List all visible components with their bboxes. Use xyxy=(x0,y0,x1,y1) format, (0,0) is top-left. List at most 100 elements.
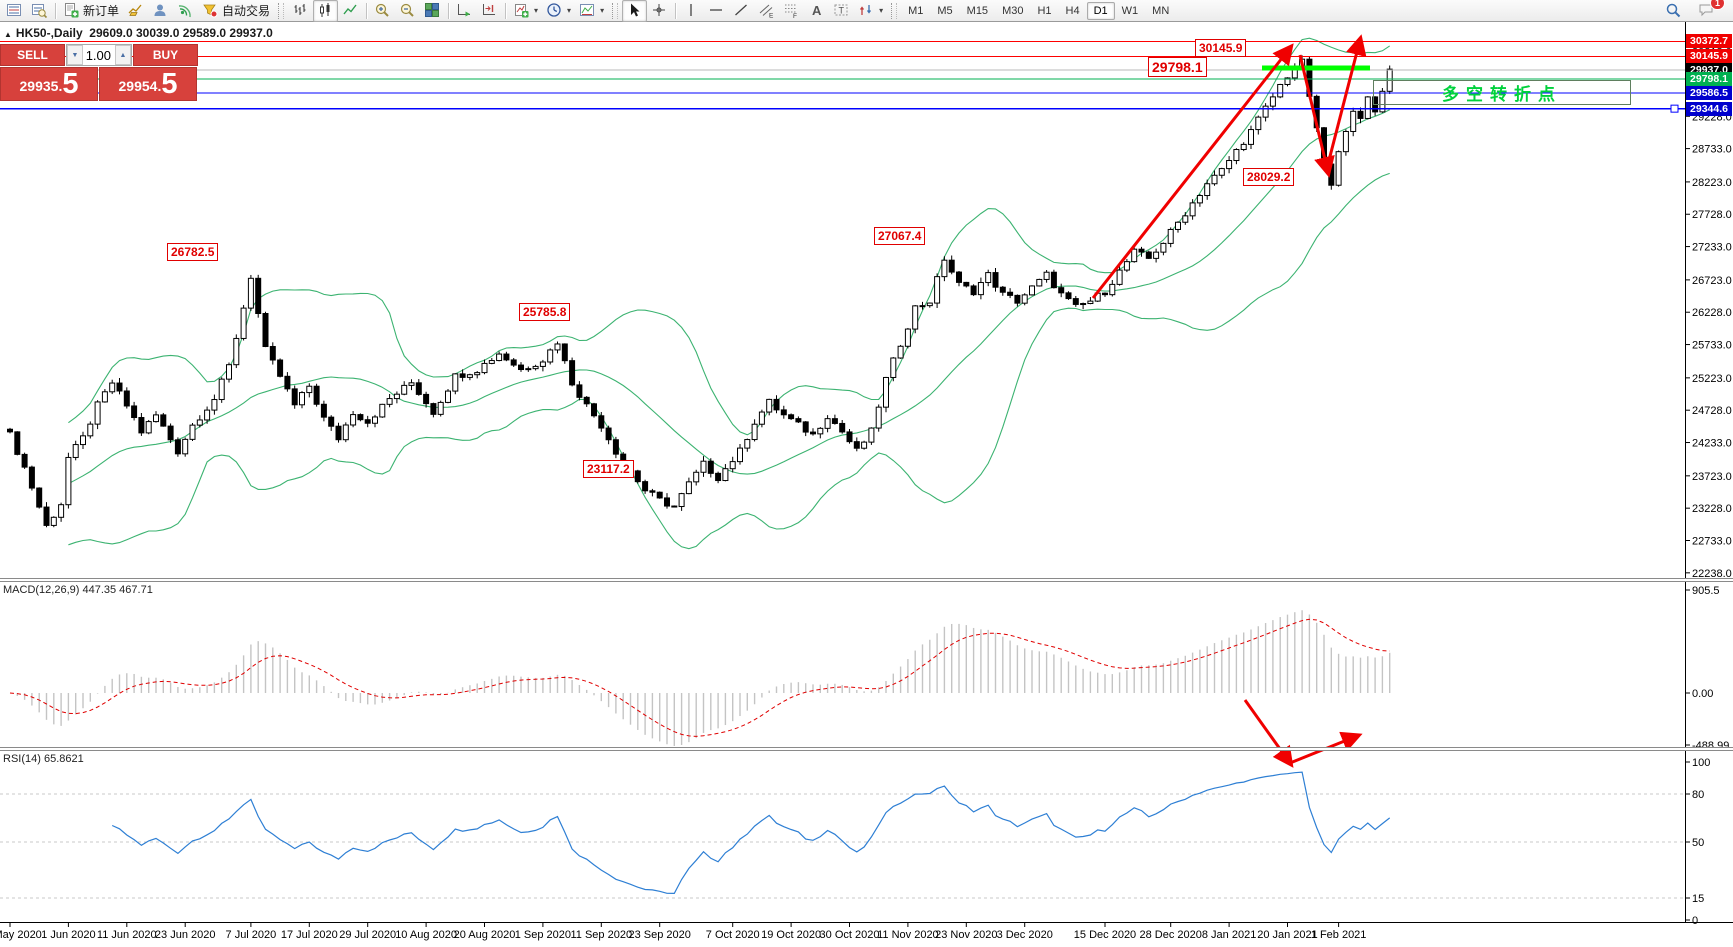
timeframe-h1-button[interactable]: H1 xyxy=(1037,4,1052,17)
rsi-indicator-label: RSI(14) 65.8621 xyxy=(3,753,84,765)
price-annotation[interactable]: 25785.8 xyxy=(519,303,571,321)
data-window-button[interactable] xyxy=(27,0,52,22)
trend-arrow[interactable] xyxy=(1091,43,1294,299)
chat-button[interactable]: 1 xyxy=(1694,0,1725,22)
tile-windows-icon xyxy=(425,3,440,17)
notification-badge: 1 xyxy=(1709,0,1725,10)
price-scale[interactable] xyxy=(1686,22,1733,922)
timeframe-m30-button[interactable]: M30 xyxy=(1002,4,1024,17)
price-annotation[interactable]: 26782.5 xyxy=(167,243,219,261)
volume-stepper: ▼ 1.00 ▲ xyxy=(66,44,132,66)
time-axis-label: 10 Aug 2020 xyxy=(395,929,457,941)
channel-button[interactable]: E xyxy=(754,0,779,22)
cursor-icon xyxy=(631,3,640,17)
trendline-button[interactable] xyxy=(729,0,754,22)
arrows-button[interactable]: ▾ xyxy=(854,0,887,22)
toolbar-grip[interactable] xyxy=(891,2,898,19)
volume-value[interactable]: 1.00 xyxy=(85,47,111,63)
toolbar-button-label: 新订单 xyxy=(83,4,120,18)
chart-shift-icon xyxy=(483,4,496,15)
timeframe-m5-button[interactable]: M5 xyxy=(937,4,953,17)
price-annotation[interactable]: 23117.2 xyxy=(583,460,634,478)
timeframe-m1-button[interactable]: M1 xyxy=(908,4,924,17)
timeframe-w1-button[interactable]: W1 xyxy=(1121,4,1139,17)
autoscroll-button[interactable] xyxy=(452,0,477,22)
chart-shift-button[interactable] xyxy=(477,0,502,22)
svg-text:22238.0: 22238.0 xyxy=(1692,568,1732,580)
rsi-arrow[interactable] xyxy=(1243,699,1294,768)
pane-separator-macd[interactable] xyxy=(0,578,1733,582)
price-annotation[interactable]: 29798.1 xyxy=(1148,57,1207,77)
indicators-button[interactable]: ▾ xyxy=(509,0,542,22)
svg-text:80: 80 xyxy=(1692,789,1704,801)
timeframe-mn-button[interactable]: MN xyxy=(1152,4,1170,17)
signals-button[interactable] xyxy=(173,0,198,22)
chevron-down-icon[interactable]: ▾ xyxy=(567,6,572,15)
gold-chart-button[interactable] xyxy=(123,0,148,22)
time-axis-label: 11 Nov 2020 xyxy=(877,929,939,941)
new-order-button[interactable]: 新订单 xyxy=(59,0,123,22)
zoom-in-icon xyxy=(375,3,389,17)
new-order-icon xyxy=(65,3,79,18)
hline-handle[interactable] xyxy=(1670,104,1679,113)
trend-arrow[interactable] xyxy=(1298,54,1335,178)
note-label-object[interactable]: 多空转折点 xyxy=(1373,80,1631,105)
timeframe-d1-button[interactable]: D1 xyxy=(1086,1,1115,20)
volume-down-button[interactable]: ▼ xyxy=(67,45,83,65)
cursor-button[interactable] xyxy=(622,0,648,22)
search-button[interactable] xyxy=(1661,0,1686,22)
collapse-icon[interactable]: ▲ xyxy=(4,30,12,39)
templates-button[interactable]: ▾ xyxy=(575,0,608,22)
community-button[interactable] xyxy=(148,0,173,22)
zoom-in-button[interactable] xyxy=(370,0,395,22)
chevron-down-icon[interactable]: ▾ xyxy=(879,6,884,15)
chevron-down-icon[interactable]: ▾ xyxy=(600,6,605,15)
svg-text:28223.0: 28223.0 xyxy=(1692,177,1732,189)
toolbar-grip[interactable] xyxy=(612,2,619,19)
chart-bars-button[interactable] xyxy=(288,0,313,22)
chart-line-button[interactable] xyxy=(338,0,363,22)
buy-button[interactable]: BUY xyxy=(133,44,198,66)
price-annotation[interactable]: 30145.9 xyxy=(1195,39,1247,57)
time-axis-label: 20 Aug 2020 xyxy=(454,929,516,941)
timeframe-m15-button[interactable]: M15 xyxy=(966,4,989,17)
chart-candles-button[interactable] xyxy=(313,0,339,22)
sell-button[interactable]: SELL xyxy=(0,44,65,66)
time-axis-label: 23 Sep 2020 xyxy=(629,929,691,941)
autotrade-button[interactable]: 自动交易 xyxy=(198,0,274,22)
hline-button[interactable] xyxy=(704,0,729,22)
timeframe-h4-button[interactable]: H4 xyxy=(1065,4,1080,17)
time-axis-label: 7 Jul 2020 xyxy=(226,929,277,941)
svg-text:28733.0: 28733.0 xyxy=(1692,144,1732,156)
community-icon xyxy=(154,4,166,16)
chart-canvas[interactable]: 30218.029723.029228.028733.028223.027728… xyxy=(0,22,1733,947)
search-icon xyxy=(1666,3,1681,18)
time-axis-label: 11 Sep 2020 xyxy=(571,929,633,941)
periods-button[interactable]: ▾ xyxy=(542,0,575,22)
svg-text:25223.0: 25223.0 xyxy=(1692,373,1732,385)
tile-windows-button[interactable] xyxy=(420,0,445,22)
axis-price-badge: 30145.9 xyxy=(1686,49,1732,64)
market-watch-button[interactable] xyxy=(2,0,27,22)
time-axis-label: 1 Jun 2020 xyxy=(41,929,95,941)
vline-button[interactable] xyxy=(679,0,704,22)
sell-price[interactable]: 29935. 5 xyxy=(0,67,98,101)
time-axis-label: 23 Jun 2020 xyxy=(155,929,216,941)
chevron-down-icon[interactable]: ▾ xyxy=(534,6,539,15)
trend-arrow[interactable] xyxy=(1325,34,1367,169)
price-annotation[interactable]: 27067.4 xyxy=(874,227,926,245)
pane-separator-rsi[interactable] xyxy=(0,747,1733,751)
text-button[interactable]: A xyxy=(804,0,829,22)
toolbar-grip[interactable] xyxy=(278,2,285,19)
toolbar-separator xyxy=(55,2,56,19)
buy-price[interactable]: 29954. 5 xyxy=(99,67,197,101)
volume-up-button[interactable]: ▲ xyxy=(115,45,131,65)
crosshair-button[interactable] xyxy=(647,0,672,22)
fibonacci-button[interactable]: F xyxy=(779,0,804,22)
axis-price-badge: 29798.1 xyxy=(1686,72,1732,87)
price-annotation[interactable]: 28029.2 xyxy=(1243,168,1295,186)
zoom-out-button[interactable] xyxy=(395,0,420,22)
text-label-button[interactable]: T xyxy=(829,0,854,22)
time-scale[interactable] xyxy=(0,923,1733,947)
